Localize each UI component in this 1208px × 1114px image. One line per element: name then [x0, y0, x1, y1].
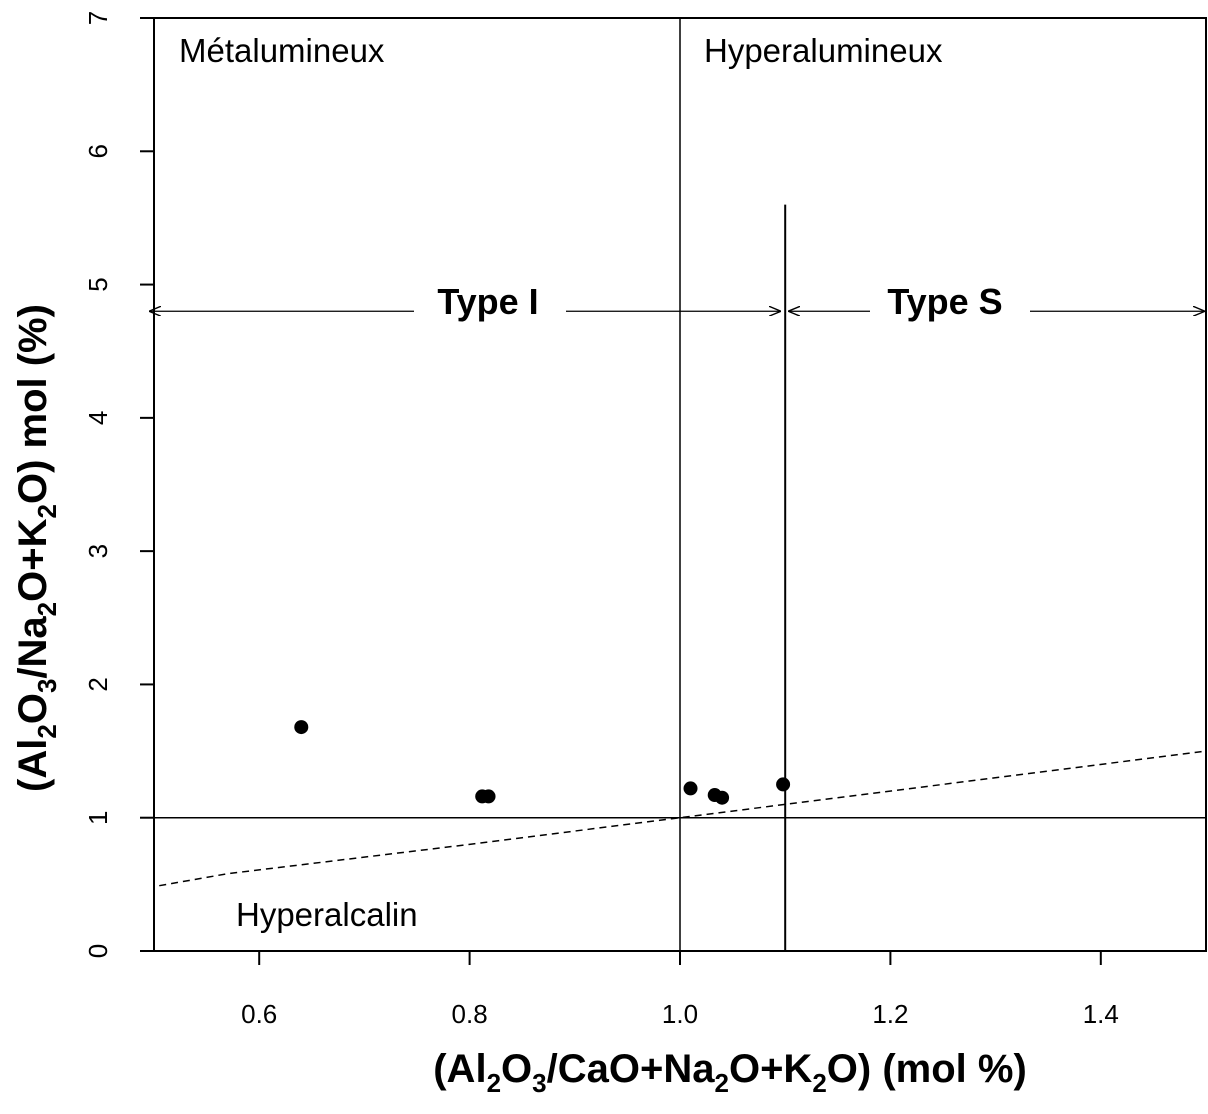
y-tick-label: 3	[83, 544, 113, 558]
data-point	[776, 777, 791, 792]
reference-lines	[150, 18, 1207, 951]
metalumineux-label: Métalumineux	[179, 32, 385, 69]
data-point	[481, 789, 496, 804]
hyperalumineux-label: Hyperalumineux	[704, 32, 943, 69]
y-axis: 0 1 2 3 4 5 6 7	[83, 11, 154, 958]
y-tick-label: 6	[83, 144, 113, 158]
data-point	[683, 781, 698, 796]
type-s-label: Type S	[887, 281, 1002, 322]
y-tick-label: 4	[83, 411, 113, 425]
x-tick-label: 1.0	[662, 999, 698, 1029]
x-tick-label: 1.4	[1083, 999, 1119, 1029]
type-i-label: Type I	[437, 281, 538, 322]
type-s-label-bg	[870, 278, 1030, 328]
data-point	[294, 720, 309, 735]
x-axis-title: (Al2O3/CaO+Na2O+K2O) (mol %)	[433, 1047, 1027, 1098]
hyperalcalin-label: Hyperalcalin	[236, 896, 418, 933]
x-tick-label: 0.6	[241, 999, 277, 1029]
x-tick-label: 1.2	[872, 999, 908, 1029]
y-tick-label: 0	[83, 944, 113, 958]
x-axis: 0.6 0.8 1.0 1.2 1.4	[241, 951, 1119, 1029]
data-point	[715, 790, 730, 805]
x-tick-label: 0.8	[452, 999, 488, 1029]
y-tick-label: 5	[83, 277, 113, 291]
y-tick-label: 2	[83, 677, 113, 691]
y-tick-label: 1	[83, 810, 113, 824]
y-axis-title: (Al2O3/Na2O+K2O) mol (%)	[11, 304, 62, 792]
type-i-label-bg	[414, 278, 566, 328]
data-points	[294, 720, 791, 805]
y-tick-label: 7	[83, 11, 113, 25]
